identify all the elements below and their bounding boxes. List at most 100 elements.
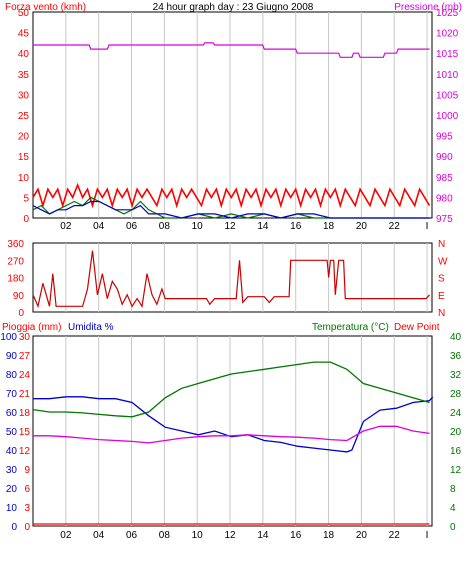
wind-y-tick-label: 15 bbox=[18, 152, 30, 163]
pressure-y-tick-label: 1015 bbox=[436, 49, 459, 60]
rain-y-tick-label: 27 bbox=[19, 351, 31, 362]
panel3-x-tick-label: 22 bbox=[389, 530, 401, 541]
humidity-y-tick-label: 40 bbox=[6, 446, 18, 457]
humidity-y-tick-label: 10 bbox=[6, 503, 18, 514]
panel1-x-tick-label: I bbox=[426, 221, 429, 232]
pressure-y-tick-label: 1000 bbox=[436, 111, 459, 122]
rain-y-tick-label: 15 bbox=[19, 427, 31, 438]
rain-y-tick-label: 6 bbox=[24, 484, 30, 495]
humidity-y-tick-label: 30 bbox=[6, 465, 18, 476]
wind-direction-series-0 bbox=[32, 250, 430, 309]
pressure-y-tick-label: 1010 bbox=[436, 70, 459, 81]
temperature-y-tick-label: 20 bbox=[450, 427, 462, 438]
temperature-y-tick-label: 36 bbox=[450, 351, 462, 362]
direction-y-tick-label: 0 bbox=[18, 308, 24, 319]
wind-pressure-series-1 bbox=[32, 182, 431, 209]
climate-plot-area bbox=[32, 335, 433, 527]
panel1-x-tick-label: 02 bbox=[60, 221, 72, 232]
chart-title: 24 hour graph day : 23 Giugno 2008 bbox=[153, 2, 314, 13]
pressure-axis-label: Pressione (mb) bbox=[394, 2, 462, 13]
panel1-x-tick-label: 04 bbox=[93, 221, 105, 232]
panel3-x-tick-label: 18 bbox=[323, 530, 335, 541]
wind-direction-plot-area bbox=[32, 242, 433, 313]
panel3-x-tick-label: I bbox=[426, 530, 429, 541]
pressure-y-tick-label: 975 bbox=[436, 214, 453, 225]
wind-y-tick-label: 35 bbox=[18, 70, 30, 81]
rain-y-tick-label: 24 bbox=[19, 370, 31, 381]
rain-y-tick-label: 21 bbox=[19, 389, 31, 400]
wind-y-tick-label: 5 bbox=[23, 193, 29, 204]
temperature-y-tick-label: 24 bbox=[450, 408, 462, 419]
rain-y-tick-label: 30 bbox=[19, 332, 31, 343]
panel1-x-tick-label: 16 bbox=[290, 221, 302, 232]
compass-label: S bbox=[438, 274, 445, 285]
temperature-axis-label: Temperatura (°C) bbox=[312, 322, 389, 333]
panel1-x-tick-label: 18 bbox=[323, 221, 335, 232]
climate-series-1 bbox=[32, 361, 430, 418]
wind-y-tick-label: 50 bbox=[18, 8, 30, 19]
humidity-axis-label: Umidita % bbox=[68, 322, 114, 333]
temperature-y-tick-label: 12 bbox=[450, 465, 462, 476]
wind-pressure-series-3 bbox=[32, 200, 430, 219]
rain-y-tick-label: 12 bbox=[19, 446, 31, 457]
temperature-y-tick-label: 0 bbox=[450, 522, 456, 533]
wind-y-tick-label: 0 bbox=[23, 214, 29, 225]
humidity-y-tick-label: 70 bbox=[6, 389, 18, 400]
pressure-y-tick-label: 1020 bbox=[436, 29, 459, 40]
panel3-x-tick-label: 16 bbox=[290, 530, 302, 541]
panel3-x-tick-label: 20 bbox=[356, 530, 368, 541]
panel3-x-tick-label: 04 bbox=[93, 530, 105, 541]
wind-pressure-plot-area bbox=[32, 11, 433, 219]
wind-y-tick-label: 25 bbox=[18, 111, 30, 122]
humidity-y-tick-label: 80 bbox=[6, 370, 18, 381]
humidity-y-tick-label: 50 bbox=[6, 427, 18, 438]
temperature-y-tick-label: 32 bbox=[450, 370, 462, 381]
panel1-x-tick-label: 06 bbox=[126, 221, 138, 232]
rain-y-tick-label: 18 bbox=[19, 408, 31, 419]
humidity-y-tick-label: 90 bbox=[6, 351, 18, 362]
humidity-y-tick-label: 0 bbox=[11, 522, 17, 533]
wind-y-tick-label: 30 bbox=[18, 90, 30, 101]
pressure-y-tick-label: 1005 bbox=[436, 90, 459, 101]
panel3-x-tick-label: 06 bbox=[126, 530, 138, 541]
temperature-y-tick-label: 40 bbox=[450, 332, 462, 343]
wind-y-tick-label: 40 bbox=[18, 49, 30, 60]
humidity-y-tick-label: 100 bbox=[0, 332, 17, 343]
compass-label: N bbox=[438, 239, 445, 250]
rain-y-tick-label: 0 bbox=[24, 522, 30, 533]
panel1-x-tick-label: 14 bbox=[257, 221, 269, 232]
wind-y-tick-label: 20 bbox=[18, 132, 30, 143]
wind-y-tick-label: 10 bbox=[18, 173, 30, 184]
pressure-y-tick-label: 980 bbox=[436, 193, 453, 204]
wind-y-tick-label: 45 bbox=[18, 29, 30, 40]
pressure-y-tick-label: 995 bbox=[436, 132, 453, 143]
compass-label: N bbox=[438, 308, 445, 319]
panel3-x-tick-label: 08 bbox=[159, 530, 171, 541]
panel3-x-tick-label: 10 bbox=[192, 530, 204, 541]
rain-axis-label: Pioggia (mm) bbox=[2, 322, 61, 333]
direction-y-tick-label: 90 bbox=[13, 291, 25, 302]
compass-label: W bbox=[438, 256, 448, 267]
panel3-x-tick-label: 14 bbox=[257, 530, 269, 541]
compass-label: E bbox=[438, 291, 445, 302]
temperature-y-tick-label: 4 bbox=[450, 503, 456, 514]
direction-y-tick-label: 360 bbox=[7, 239, 24, 250]
wind-axis-label: Forza vento (kmh) bbox=[5, 2, 86, 13]
panel3-x-tick-label: 02 bbox=[60, 530, 72, 541]
panel3-x-tick-label: 12 bbox=[224, 530, 236, 541]
wind-pressure-series-0 bbox=[33, 42, 430, 58]
climate-series-2 bbox=[33, 425, 430, 444]
humidity-y-tick-label: 60 bbox=[6, 408, 18, 419]
panel1-x-tick-label: 10 bbox=[192, 221, 204, 232]
temperature-y-tick-label: 8 bbox=[450, 484, 456, 495]
direction-y-tick-label: 180 bbox=[7, 274, 24, 285]
temperature-y-tick-label: 28 bbox=[450, 389, 462, 400]
humidity-y-tick-label: 20 bbox=[6, 484, 18, 495]
dewpoint-axis-label: Dew Point bbox=[394, 322, 440, 333]
rain-y-tick-label: 9 bbox=[24, 465, 30, 476]
pressure-y-tick-label: 1025 bbox=[436, 8, 459, 19]
panel1-x-tick-label: 20 bbox=[356, 221, 368, 232]
direction-y-tick-label: 270 bbox=[7, 256, 24, 267]
